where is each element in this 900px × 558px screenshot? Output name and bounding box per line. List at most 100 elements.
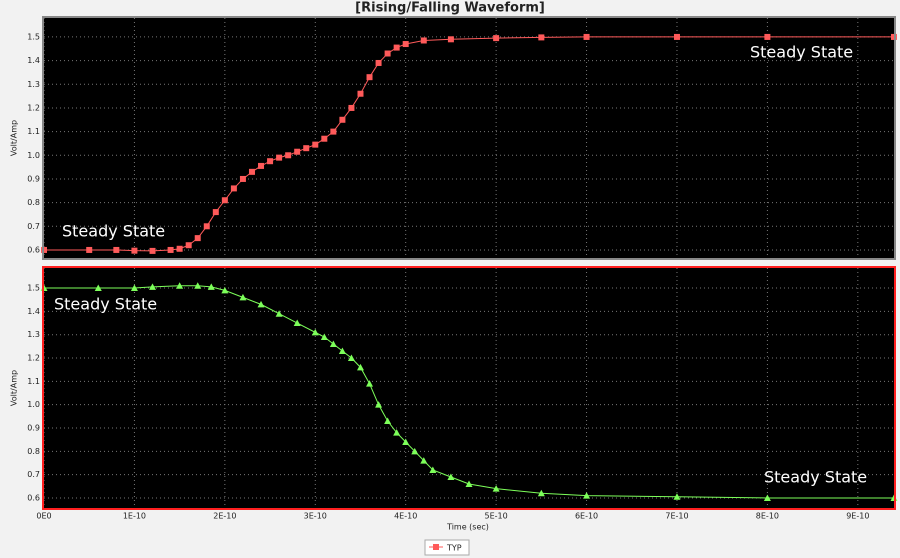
marker <box>239 293 247 301</box>
x-tick-label: 2E-10 <box>213 512 236 521</box>
marker <box>230 185 237 192</box>
marker <box>347 354 355 362</box>
plot-area <box>44 268 894 508</box>
x-tick-label: 6E-10 <box>575 512 598 521</box>
marker <box>257 300 265 308</box>
y-tick-label: 1.1 <box>27 377 40 386</box>
marker <box>149 247 156 254</box>
y-axis-label: Volt/Amp <box>10 120 19 156</box>
plot-border <box>42 266 896 510</box>
y-tick-label: 0.7 <box>27 470 40 479</box>
x-tick-label: 0E0 <box>36 512 51 521</box>
marker <box>294 148 301 155</box>
marker <box>320 333 328 341</box>
x-tick-label: 3E-10 <box>304 512 327 521</box>
y-tick-label: 0.8 <box>27 447 40 456</box>
y-tick-label: 1.2 <box>27 354 40 363</box>
legend-label: TYP <box>446 544 462 553</box>
marker <box>402 438 410 445</box>
marker <box>239 175 246 182</box>
marker <box>185 242 192 249</box>
marker <box>411 447 419 455</box>
x-tick-label: 1E-10 <box>123 512 146 521</box>
marker <box>492 485 500 492</box>
y-tick-label: 0.9 <box>27 424 40 433</box>
x-tick-label: 9E-10 <box>846 512 869 521</box>
marker <box>348 104 355 111</box>
marker <box>312 141 319 148</box>
marker <box>329 340 337 348</box>
series-line <box>44 36 894 252</box>
marker <box>493 35 500 42</box>
legend <box>424 539 470 556</box>
marker <box>375 59 382 66</box>
y-tick-label: 1.4 <box>27 56 40 65</box>
annotation: Steady State <box>764 468 867 487</box>
x-tick-label: 7E-10 <box>665 512 688 521</box>
y-tick-label: 1.2 <box>27 103 40 112</box>
marker <box>420 457 428 464</box>
marker <box>176 245 183 252</box>
y-tick-label: 1.5 <box>27 32 40 41</box>
marker <box>293 319 301 327</box>
marker <box>366 74 373 81</box>
marker <box>673 493 681 500</box>
marker <box>267 158 274 165</box>
x-tick-label: 5E-10 <box>485 512 508 521</box>
y-tick-label: 0.9 <box>27 174 40 183</box>
y-tick-label: 1.4 <box>27 307 40 316</box>
marker <box>402 41 409 48</box>
marker <box>393 429 401 436</box>
y-tick-label: 1.3 <box>27 80 40 89</box>
marker <box>420 37 427 44</box>
marker <box>384 417 392 425</box>
marker <box>583 33 590 40</box>
marker <box>583 492 591 499</box>
marker <box>94 284 102 292</box>
series-line <box>44 285 894 499</box>
marker <box>275 310 283 317</box>
marker <box>194 235 201 242</box>
marker <box>285 152 292 159</box>
y-tick-label: 0.8 <box>27 198 40 207</box>
y-tick-label: 1.0 <box>27 400 40 409</box>
marker <box>311 328 319 336</box>
marker <box>339 116 346 123</box>
chart-title: [Rising/Falling Waveform] <box>355 1 545 16</box>
y-axis-label: Volt/Amp <box>10 370 19 406</box>
marker <box>203 223 210 230</box>
y-tick-label: 1.5 <box>27 284 40 293</box>
marker <box>330 128 337 135</box>
marker <box>321 135 328 142</box>
marker <box>673 33 680 40</box>
marker <box>207 283 215 290</box>
marker <box>167 246 174 253</box>
marker <box>763 494 771 501</box>
y-tick-label: 1.1 <box>27 127 40 136</box>
marker <box>176 282 184 289</box>
y-tick-label: 1.0 <box>27 151 40 160</box>
marker <box>356 363 364 371</box>
x-tick-label: 4E-10 <box>394 512 417 521</box>
marker <box>366 380 374 387</box>
marker <box>538 34 545 41</box>
marker <box>537 489 545 497</box>
marker <box>447 473 455 480</box>
marker <box>303 145 310 152</box>
marker <box>276 154 283 161</box>
x-axis-label: Time (sec) <box>446 523 489 532</box>
marker <box>258 162 265 169</box>
marker <box>764 33 771 40</box>
y-tick-label: 1.3 <box>27 330 40 339</box>
y-tick-label: 0.6 <box>27 493 40 502</box>
marker <box>149 283 157 290</box>
marker <box>113 246 120 253</box>
plot-area <box>44 18 894 258</box>
annotation: Steady State <box>54 295 157 314</box>
marker <box>357 90 364 97</box>
annotation: Steady State <box>62 222 165 241</box>
marker <box>465 480 473 487</box>
marker <box>221 286 229 294</box>
marker <box>429 466 437 473</box>
